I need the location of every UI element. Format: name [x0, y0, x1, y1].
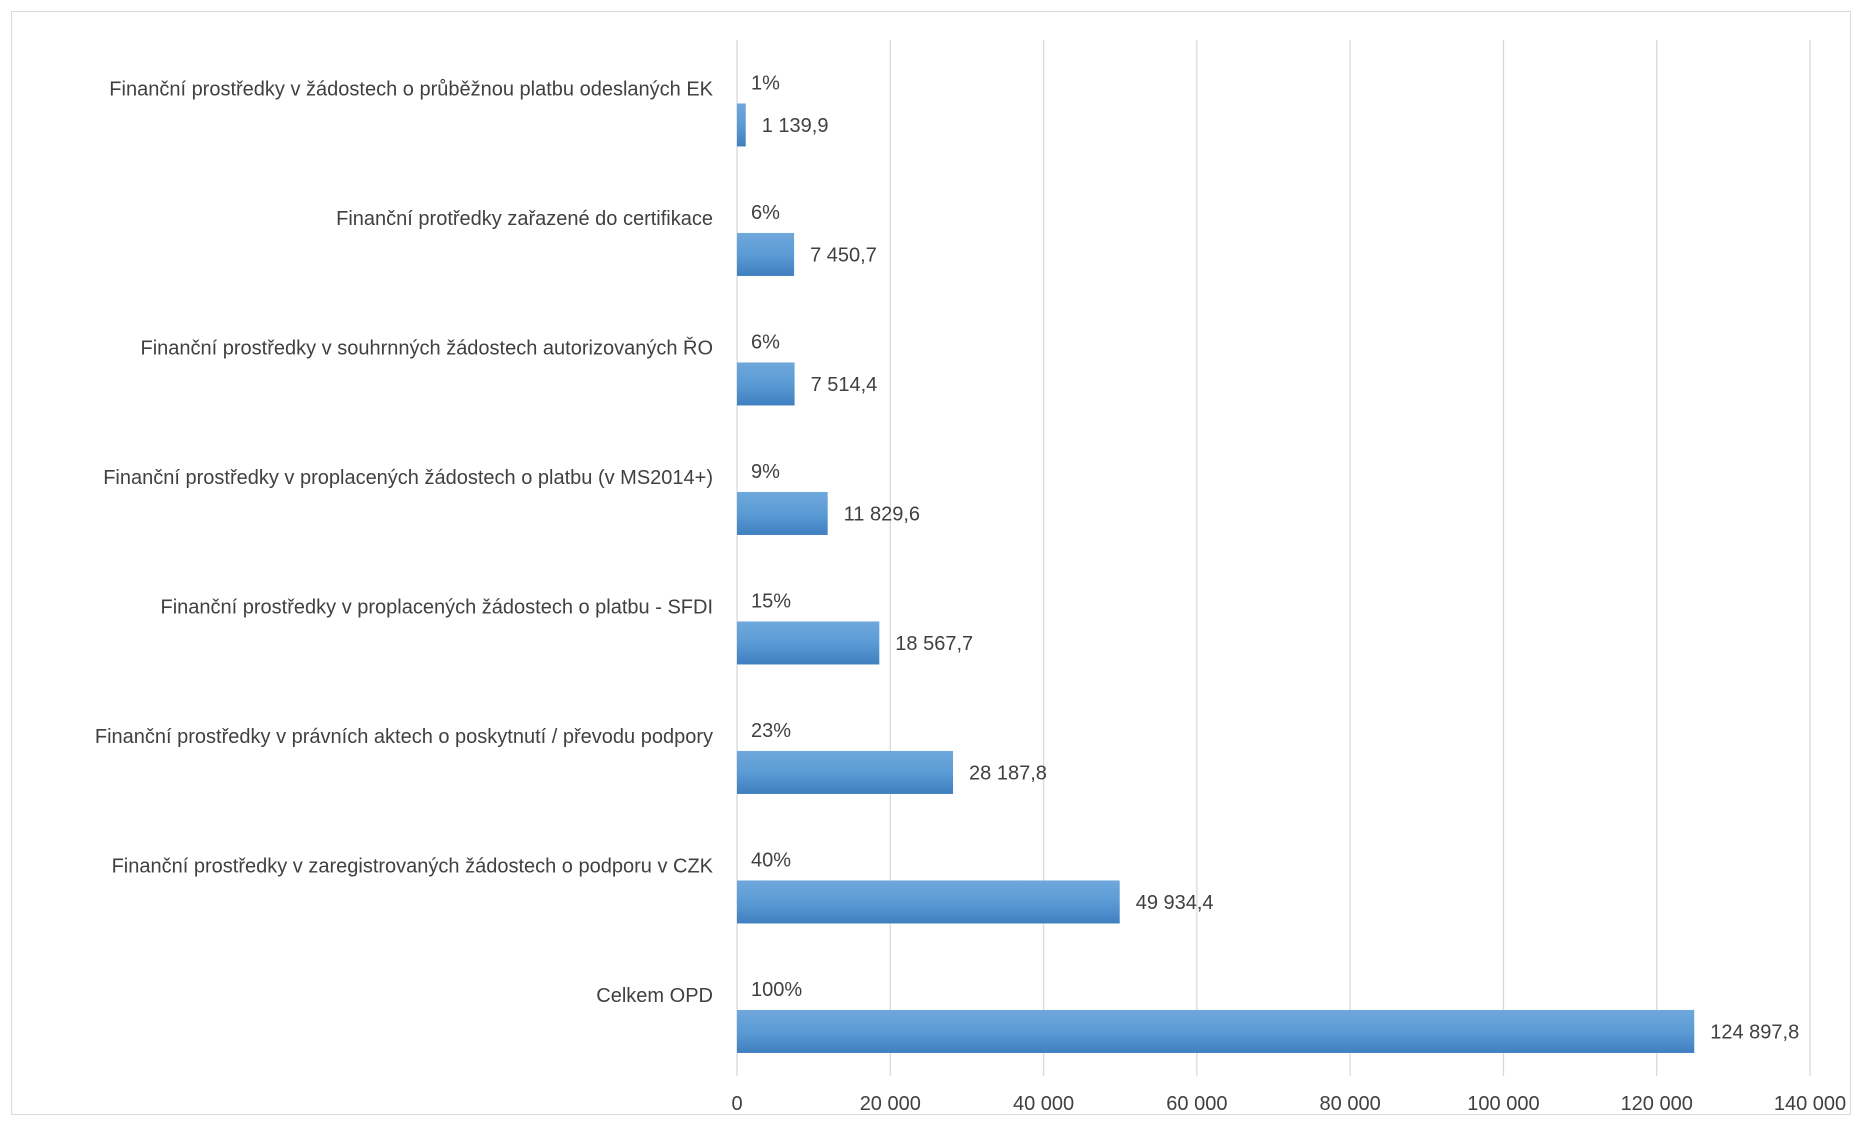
- x-tick-label: 20 000: [860, 1093, 921, 1115]
- bar: [737, 103, 746, 147]
- bar: [737, 750, 954, 794]
- x-tick-label: 100 000: [1467, 1093, 1539, 1115]
- category-label: Finanční prostředky v souhrnných žádoste…: [140, 336, 713, 359]
- category-label: Finanční prostředky v proplacených žádos…: [103, 467, 713, 489]
- percent-label: 6%: [751, 331, 780, 353]
- category-label: Finanční prostředky v právních aktech o …: [95, 726, 713, 748]
- value-label: 1 139,9: [762, 115, 829, 137]
- bar: [737, 232, 795, 276]
- category-label: Finanční prostředky v proplacených žádos…: [161, 596, 714, 618]
- percent-label: 6%: [751, 202, 780, 224]
- labels: Finanční prostředky v žádostech o průběž…: [95, 72, 1799, 1043]
- bar: [737, 362, 795, 406]
- value-label: 28 187,8: [969, 762, 1047, 784]
- value-label: 49 934,4: [1136, 892, 1214, 914]
- x-axis-ticks: 0 20 000 40 000 60 000 80 000 100 000 120 000 1…: [731, 1093, 1846, 1115]
- x-tick-label: 40 000: [1013, 1093, 1074, 1115]
- x-tick-label: 80 000: [1320, 1093, 1381, 1115]
- x-tick-label: 140 000: [1774, 1093, 1846, 1115]
- bars: [737, 103, 1695, 1053]
- x-tick-label: 0: [731, 1093, 742, 1115]
- value-label: 11 829,6: [844, 503, 920, 525]
- percent-label: 9%: [751, 461, 780, 483]
- value-label: 124 897,8: [1710, 1021, 1799, 1043]
- value-label: 7 514,4: [811, 374, 878, 396]
- bar: [737, 880, 1120, 924]
- percent-label: 1%: [751, 72, 780, 94]
- category-label: Celkem OPD: [596, 985, 713, 1007]
- percent-label: 100%: [751, 979, 802, 1001]
- percent-label: 40%: [751, 849, 791, 871]
- category-label: Finanční prostředky v zaregistrovaných ž…: [112, 855, 714, 877]
- x-tick-label: 120 000: [1621, 1093, 1693, 1115]
- bar: [737, 1009, 1695, 1053]
- value-label: 7 450,7: [810, 244, 877, 266]
- category-label: Finanční protředky zařazené do certifika…: [336, 208, 713, 230]
- percent-label: 23%: [751, 720, 791, 742]
- value-label: 18 567,7: [895, 633, 973, 655]
- percent-label: 15%: [751, 590, 791, 612]
- x-tick-label: 60 000: [1166, 1093, 1227, 1115]
- chart-frame: [11, 11, 1851, 1115]
- category-label: Finanční prostředky v žádostech o průběž…: [109, 78, 713, 100]
- bar: [737, 621, 880, 665]
- bar: [737, 491, 828, 535]
